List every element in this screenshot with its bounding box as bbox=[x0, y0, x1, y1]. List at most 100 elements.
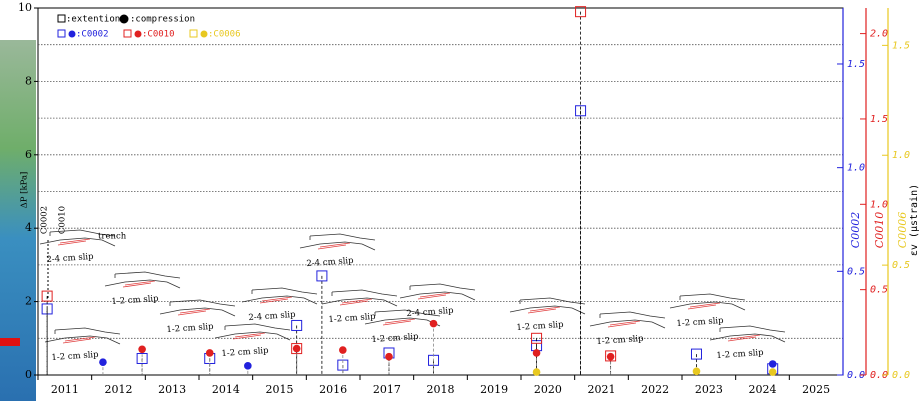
slip-arrow bbox=[527, 306, 561, 314]
compression-marker bbox=[532, 368, 541, 376]
right-tick-label: 1.5 bbox=[870, 114, 888, 125]
compression-marker bbox=[99, 358, 107, 366]
map-marker bbox=[0, 338, 20, 346]
legend-circle bbox=[200, 30, 208, 38]
extension-marker bbox=[291, 319, 303, 331]
extension-marker bbox=[41, 290, 53, 302]
y-tick-label: 0 bbox=[25, 368, 32, 381]
right-tick-label: 2.0 bbox=[870, 29, 888, 40]
compression-marker bbox=[768, 368, 777, 376]
sketch-label: C0010 bbox=[58, 206, 68, 234]
compression-marker bbox=[532, 349, 541, 357]
fault-sketch bbox=[44, 327, 121, 345]
fault-sketch bbox=[299, 233, 376, 251]
slip-label: 2-4 cm slip bbox=[46, 252, 94, 265]
slip-arrow bbox=[382, 318, 416, 326]
x-tick-label: 2023 bbox=[695, 383, 723, 396]
slip-arrow bbox=[259, 296, 293, 304]
slip-label: 1-2 cm slip bbox=[328, 312, 376, 325]
extension-marker bbox=[605, 350, 617, 362]
slip-label: 2-4 cm slip bbox=[406, 306, 454, 319]
right-axis-label: εv (μstrain) bbox=[909, 184, 919, 256]
slip-arrow bbox=[62, 336, 96, 344]
fault-sketch bbox=[321, 289, 398, 307]
slip-label: 1-2 cm slip bbox=[371, 332, 419, 345]
x-tick-label: 2014 bbox=[212, 383, 240, 396]
right-tick-label: 0.0 bbox=[870, 370, 888, 381]
slip-label: 1-2 cm slip bbox=[111, 294, 159, 307]
compression-marker bbox=[244, 362, 252, 370]
legend-text: :compression bbox=[130, 15, 195, 25]
extension-marker bbox=[690, 348, 702, 360]
slip-arrow bbox=[177, 308, 211, 316]
x-tick-label: 2012 bbox=[105, 383, 133, 396]
x-tick-label: 2019 bbox=[480, 383, 508, 396]
legend-square bbox=[57, 14, 66, 23]
y-tick-label: 8 bbox=[25, 74, 32, 87]
slip-arrow bbox=[232, 332, 266, 340]
right-axis-title: C0006 bbox=[896, 212, 909, 248]
sketch-label: C0002 bbox=[40, 206, 50, 234]
x-tick-label: 2013 bbox=[158, 383, 186, 396]
compression-marker bbox=[692, 367, 701, 376]
compression-marker bbox=[205, 349, 214, 357]
compression-marker bbox=[606, 352, 615, 361]
fault-sketch bbox=[241, 287, 318, 305]
extension-marker bbox=[531, 332, 543, 344]
fault-sketch bbox=[214, 323, 291, 341]
legend-square bbox=[123, 29, 132, 38]
extension-marker bbox=[575, 6, 587, 18]
compression-marker bbox=[429, 319, 438, 328]
x-tick-label: 2011 bbox=[51, 383, 79, 396]
fault-sketch bbox=[509, 297, 586, 315]
right-tick-label: 1.5 bbox=[892, 40, 910, 51]
x-tick-label: 2015 bbox=[266, 383, 294, 396]
slip-label: 2-4 cm slip bbox=[248, 310, 296, 323]
legend-circle bbox=[68, 30, 76, 38]
x-tick-label: 2025 bbox=[802, 383, 830, 396]
compression-marker bbox=[768, 360, 777, 368]
y-tick-label: 4 bbox=[25, 221, 32, 234]
right-tick-label: 1.0 bbox=[870, 199, 888, 210]
legend-square bbox=[57, 29, 66, 38]
slip-arrow bbox=[607, 320, 641, 328]
legend-circle bbox=[134, 30, 142, 38]
legend-circle bbox=[119, 14, 129, 24]
right-axis-title: C0002 bbox=[849, 212, 862, 248]
slip-arrow bbox=[317, 242, 351, 250]
right-tick-label: 0.5 bbox=[870, 285, 888, 296]
compression-marker bbox=[385, 352, 393, 361]
right-axis-title: C0010 bbox=[873, 212, 886, 248]
extension-marker bbox=[136, 352, 148, 364]
y-axis-label: ΔP [kPa] bbox=[20, 172, 30, 209]
slip-label: 1-2 cm slip bbox=[596, 334, 644, 347]
x-tick-label: 2016 bbox=[319, 383, 347, 396]
slip-label: 2-4 cm slip bbox=[306, 256, 354, 269]
fault-sketch bbox=[709, 325, 786, 343]
fault-sketch bbox=[104, 271, 181, 289]
extension-marker bbox=[316, 270, 328, 282]
x-tick-label: 2020 bbox=[534, 383, 562, 396]
fault-sketch bbox=[669, 293, 746, 311]
right-tick-label: 1.0 bbox=[892, 150, 910, 161]
x-tick-label: 2018 bbox=[427, 383, 455, 396]
slip-label: 1-2 cm slip bbox=[676, 316, 724, 329]
legend-text: :extention bbox=[66, 15, 120, 25]
slip-arrow bbox=[727, 334, 761, 342]
sketch-label: trench bbox=[98, 232, 127, 242]
slip-label: 1-2 cm slip bbox=[51, 350, 99, 363]
slip-arrow bbox=[57, 238, 91, 246]
x-tick-label: 2024 bbox=[749, 383, 777, 396]
right-tick-label: 0.0 bbox=[892, 370, 910, 381]
slip-arrow bbox=[339, 298, 373, 306]
slip-arrow bbox=[417, 292, 451, 300]
slip-label: 1-2 cm slip bbox=[516, 320, 564, 333]
compression-marker bbox=[292, 344, 301, 353]
legend-square bbox=[189, 29, 198, 38]
right-tick-label: 0.5 bbox=[892, 260, 910, 271]
x-tick-label: 2017 bbox=[373, 383, 401, 396]
extension-marker bbox=[575, 105, 587, 117]
legend-text: :C0010 bbox=[142, 30, 175, 40]
x-tick-label: 2022 bbox=[641, 383, 669, 396]
legend-text: :C0006 bbox=[208, 30, 241, 40]
